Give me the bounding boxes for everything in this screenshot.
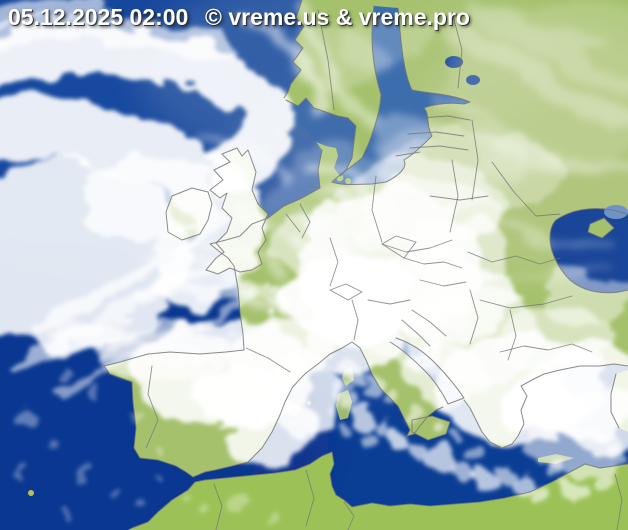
cloud-layer [0,0,628,518]
cloud-central-europe [270,130,570,376]
cloud-cumulus-fields [20,286,622,518]
sea-azov [604,205,628,219]
sea-baltic [332,6,470,185]
border-layer [103,0,628,530]
timestamp-label: 05.12.2025 02:00 [8,4,189,30]
cloud-iberia [49,317,340,468]
copyright-label: © vreme.us & vreme.pro [205,4,470,30]
landmass-north-africa [128,452,628,530]
island-madeira [28,490,34,496]
